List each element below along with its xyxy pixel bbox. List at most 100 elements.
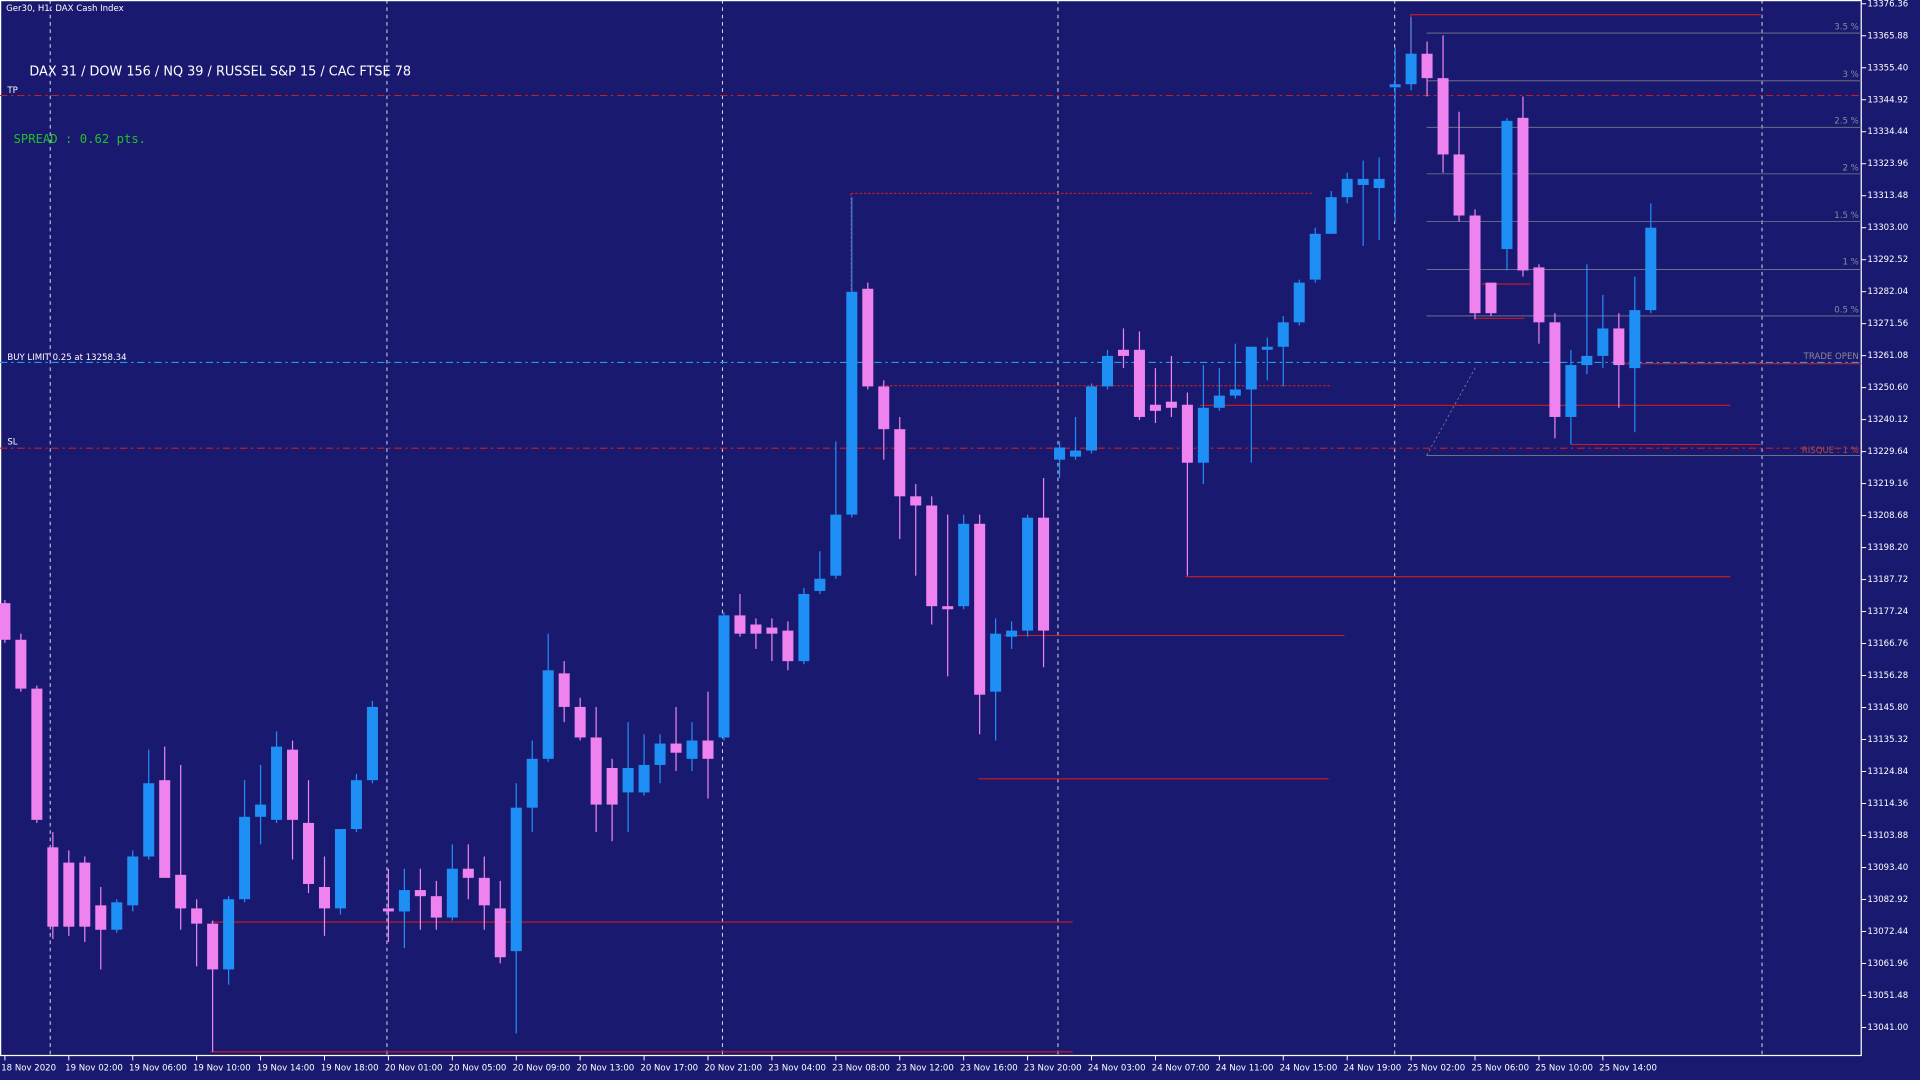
candle-body [47, 847, 59, 927]
candle-body [1501, 120, 1513, 250]
candle-body [223, 899, 235, 970]
candle-body [15, 639, 27, 689]
candle-body [1469, 215, 1481, 314]
candle-body [1117, 349, 1129, 356]
x-tick-label: 19 Nov 14:00 [257, 1063, 315, 1073]
y-tick-label: 13208.68 [1867, 511, 1908, 521]
y-tick-label: 13292.52 [1867, 255, 1908, 265]
candle-body [590, 737, 602, 805]
level-label: 2 % [1842, 163, 1858, 173]
y-tick-label: 13376.36 [1867, 0, 1908, 9]
candle-body [191, 908, 203, 924]
risk-levels [1426, 32, 1862, 456]
candle-body [207, 923, 219, 970]
y-tick-label: 13334.44 [1867, 127, 1908, 137]
candle-body [63, 862, 75, 927]
candle-body [350, 780, 362, 830]
candle-body [734, 615, 746, 634]
candle-body [143, 783, 155, 857]
candle-body [862, 288, 874, 387]
level-label: 3 % [1842, 70, 1858, 80]
candle-body [1197, 407, 1209, 463]
candle-body [382, 908, 394, 912]
candles [0, 17, 1657, 1052]
candle-body [462, 868, 474, 878]
candle-body [271, 746, 283, 820]
candle-body [878, 386, 890, 430]
candle-body [958, 523, 970, 607]
candle-body [1181, 404, 1193, 463]
y-tick-label: 13135.32 [1867, 735, 1908, 745]
candle-body [1341, 178, 1353, 198]
candle-body [926, 505, 938, 607]
candle-body [686, 740, 698, 759]
candle-body [478, 877, 490, 906]
candle-body [1213, 395, 1225, 408]
level-label: 1.5 % [1834, 211, 1858, 221]
level-label: 0.5 % [1834, 305, 1858, 315]
tp-label: TP [6, 86, 17, 96]
x-tick-label: 24 Nov 03:00 [1088, 1063, 1146, 1073]
y-tick-label: 13198.20 [1867, 543, 1908, 553]
candle-body [1149, 404, 1161, 411]
x-tick-label: 25 Nov 10:00 [1535, 1063, 1593, 1073]
level-label: 2.5 % [1834, 117, 1858, 127]
candle-body [303, 822, 315, 884]
y-tick-label: 13114.36 [1867, 799, 1908, 809]
candle-body [1453, 154, 1465, 216]
y-tick-label: 13177.24 [1867, 607, 1908, 617]
candle-body [159, 780, 171, 878]
y-tick-label: 13355.40 [1867, 63, 1908, 73]
candle-body [1006, 630, 1018, 637]
candle-body [1549, 322, 1561, 417]
candle-body [1133, 349, 1145, 417]
candle-body [1629, 310, 1641, 369]
candle-body [1038, 517, 1050, 631]
y-tick-label: 13323.96 [1867, 159, 1908, 169]
candle-body [1437, 78, 1449, 155]
candle-body [622, 767, 634, 793]
y-tick-label: 13219.16 [1867, 479, 1908, 489]
candle-body [782, 630, 794, 662]
x-tick-label: 25 Nov 02:00 [1407, 1063, 1465, 1073]
candle-body [638, 764, 650, 793]
candle-body [1517, 117, 1529, 271]
candle-body [95, 905, 107, 930]
candle-body [1070, 450, 1082, 457]
candle-body [654, 743, 666, 765]
markets-text: DAX 31 / DOW 156 / NQ 39 / RUSSEL S&P 15… [29, 65, 411, 80]
candle-body [31, 688, 43, 820]
candle-body [510, 807, 522, 952]
y-tick-label: 13156.28 [1867, 671, 1908, 681]
buy-limit-label: BUY LIMIT 0.25 at 13258.34 [7, 353, 126, 363]
x-tick-label: 24 Nov 11:00 [1216, 1063, 1274, 1073]
y-tick-label: 13187.72 [1867, 575, 1908, 585]
candle-body [175, 874, 187, 909]
x-tick-label: 23 Nov 04:00 [768, 1063, 826, 1073]
candle-body [1022, 517, 1034, 631]
candle-body [287, 749, 299, 820]
candle-body [414, 890, 426, 897]
candle-body [526, 758, 538, 808]
trend-line [1426, 367, 1476, 456]
x-tick-label: 24 Nov 19:00 [1344, 1063, 1402, 1073]
x-tick-label: 19 Nov 10:00 [193, 1063, 251, 1073]
y-tick-label: 13261.08 [1867, 351, 1908, 361]
candle-body [1581, 355, 1593, 366]
y-tick-label: 13271.56 [1867, 319, 1908, 329]
level-label: 1 % [1842, 258, 1858, 268]
y-tick-label: 13250.60 [1867, 383, 1908, 393]
candle-body [398, 890, 410, 912]
candle-body [670, 743, 682, 753]
x-tick-label: 19 Nov 06:00 [129, 1063, 187, 1073]
candle-body [1613, 328, 1625, 366]
x-tick-label: 20 Nov 17:00 [640, 1063, 698, 1073]
sl-label: SL [7, 438, 17, 448]
candle-body [1277, 322, 1289, 347]
candle-body [1245, 346, 1257, 390]
candle-body [894, 429, 906, 497]
candle-body [574, 706, 586, 738]
candle-body [494, 908, 506, 958]
candle-body [79, 862, 91, 927]
x-tick-label: 24 Nov 07:00 [1152, 1063, 1210, 1073]
